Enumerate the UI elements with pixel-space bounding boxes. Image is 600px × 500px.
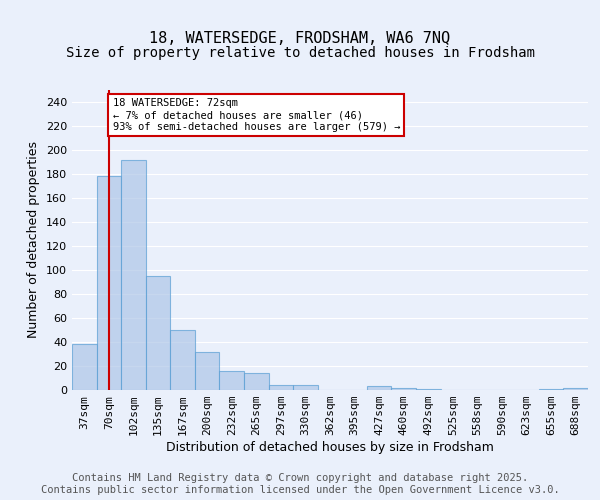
- Bar: [220, 371, 244, 390]
- Text: Size of property relative to detached houses in Frodsham: Size of property relative to detached ho…: [65, 46, 535, 60]
- Bar: [195, 352, 220, 390]
- X-axis label: Distribution of detached houses by size in Frodsham: Distribution of detached houses by size …: [166, 441, 494, 454]
- Bar: [563, 388, 588, 390]
- Bar: [269, 385, 293, 390]
- Bar: [97, 176, 121, 390]
- Bar: [170, 330, 195, 390]
- Bar: [293, 385, 318, 390]
- Text: 18 WATERSEDGE: 72sqm
← 7% of detached houses are smaller (46)
93% of semi-detach: 18 WATERSEDGE: 72sqm ← 7% of detached ho…: [113, 98, 400, 132]
- Bar: [146, 276, 170, 390]
- Bar: [416, 389, 440, 390]
- Text: 18, WATERSEDGE, FRODSHAM, WA6 7NQ: 18, WATERSEDGE, FRODSHAM, WA6 7NQ: [149, 31, 451, 46]
- Bar: [121, 160, 146, 390]
- Bar: [391, 388, 416, 390]
- Bar: [367, 386, 391, 390]
- Bar: [539, 389, 563, 390]
- Bar: [244, 373, 269, 390]
- Y-axis label: Number of detached properties: Number of detached properties: [28, 142, 40, 338]
- Text: Contains HM Land Registry data © Crown copyright and database right 2025.
Contai: Contains HM Land Registry data © Crown c…: [41, 474, 559, 495]
- Bar: [72, 344, 97, 390]
